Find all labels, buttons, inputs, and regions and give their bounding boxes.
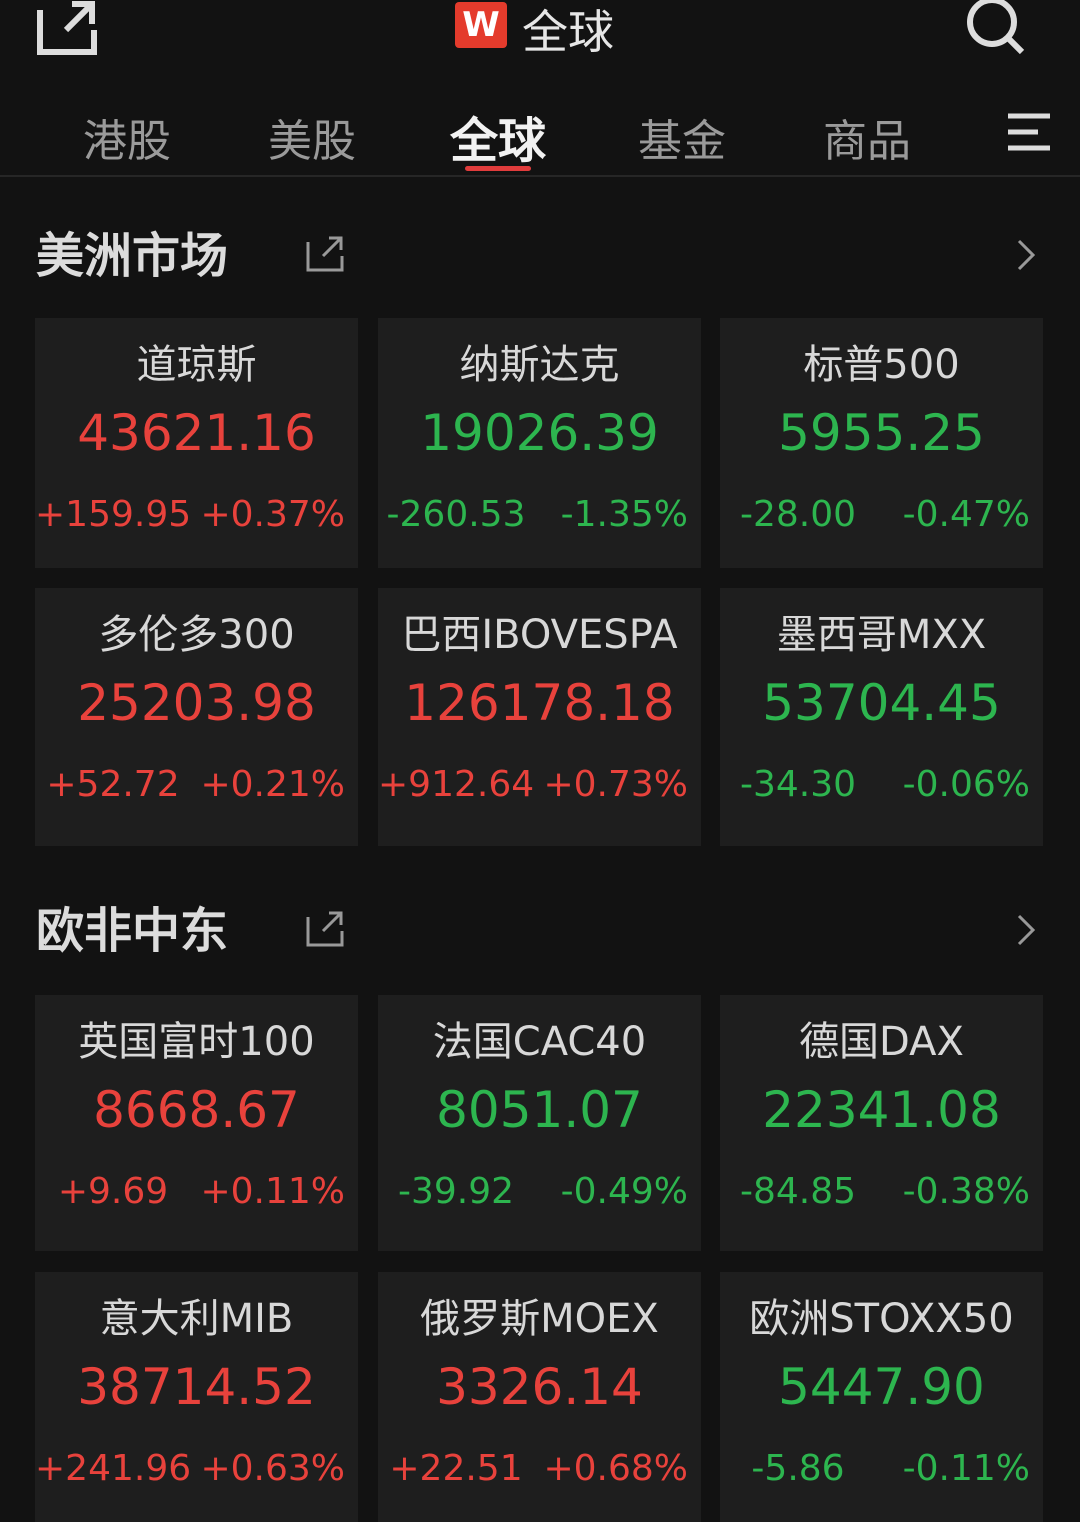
index-percent: +0.37% [200,494,345,535]
index-name: 多伦多300 [98,612,295,658]
active-indicator [465,166,531,171]
index-price: 25203.98 [77,674,316,732]
index-card[interactable]: 巴西IBOVESPA 126178.18 +912.64 +0.73% [378,588,701,846]
index-card[interactable]: 英国富时100 8668.67 +9.69 +0.11% [35,995,358,1251]
more-arrow[interactable] [1014,913,1038,947]
index-card[interactable]: 德国DAX 22341.08 -84.85 -0.38% [720,995,1043,1251]
index-name: 意大利MIB [99,1296,294,1342]
index-price: 126178.18 [404,674,675,732]
index-name: 英国富时100 [78,1019,315,1065]
index-change: -34.30 [739,764,857,805]
menu-button[interactable] [1006,112,1052,154]
index-change: +9.69 [57,1171,169,1212]
index-change: -5.86 [751,1448,845,1489]
index-percent: -0.38% [902,1171,1030,1212]
index-percent: -0.11% [902,1448,1030,1489]
index-name: 墨西哥MXX [776,612,987,658]
index-price: 22341.08 [762,1081,1001,1139]
section-title: 欧非中东 [36,903,229,959]
index-card[interactable]: 标普500 5955.25 -28.00 -0.47% [720,318,1043,568]
index-card[interactable]: 俄罗斯MOEX 3326.14 +22.51 +0.68% [378,1272,701,1522]
index-price: 38714.52 [77,1358,316,1416]
share-icon[interactable] [305,234,345,274]
index-name: 欧洲STOXX50 [749,1296,1014,1342]
index-name: 纳斯达克 [459,342,620,388]
share-button[interactable] [36,0,98,56]
index-card[interactable]: 法国CAC40 8051.07 -39.92 -0.49% [378,995,701,1251]
index-price: 53704.45 [762,674,1001,732]
index-card[interactable]: 欧洲STOXX50 5447.90 -5.86 -0.11% [720,1272,1043,1522]
index-card[interactable]: 墨西哥MXX 53704.45 -34.30 -0.06% [720,588,1043,846]
index-change: -39.92 [397,1171,515,1212]
page-title: 全球 [522,5,614,59]
index-name: 道琼斯 [136,342,257,388]
index-card[interactable]: 多伦多300 25203.98 +52.72 +0.21% [35,588,358,846]
tab[interactable]: 商品 [823,116,911,167]
index-percent: +0.11% [200,1171,345,1212]
divider [0,175,1080,177]
share-icon[interactable] [305,909,345,949]
index-name: 法国CAC40 [432,1019,647,1065]
index-price: 8668.67 [93,1081,300,1139]
index-change: +52.72 [46,764,180,805]
tab[interactable]: 基金 [638,116,726,167]
index-price: 3326.14 [436,1358,643,1416]
index-price: 5955.25 [778,404,985,462]
index-percent: +0.21% [200,764,345,805]
index-percent: +0.73% [543,764,688,805]
index-percent: +0.63% [200,1448,345,1489]
index-percent: -0.47% [902,494,1030,535]
index-change: -28.00 [739,494,857,535]
search-button[interactable] [964,0,1028,56]
index-name: 标普500 [803,342,960,388]
index-change: +912.64 [378,764,535,805]
index-price: 43621.16 [77,404,316,462]
index-percent: -1.35% [560,494,688,535]
index-change: +241.96 [35,1448,192,1489]
app-logo: W [455,2,507,48]
index-percent: -0.49% [560,1171,688,1212]
index-change: +159.95 [35,494,192,535]
index-name: 巴西IBOVESPA [401,612,678,658]
index-change: +22.51 [389,1448,523,1489]
index-percent: +0.68% [543,1448,688,1489]
more-arrow[interactable] [1014,238,1038,272]
index-price: 8051.07 [436,1081,643,1139]
index-percent: -0.06% [902,764,1030,805]
index-card[interactable]: 纳斯达克 19026.39 -260.53 -1.35% [378,318,701,568]
tab[interactable]: 美股 [268,116,356,167]
index-name: 德国DAX [799,1019,964,1065]
index-card[interactable]: 意大利MIB 38714.52 +241.96 +0.63% [35,1272,358,1522]
index-price: 5447.90 [778,1358,985,1416]
index-change: -84.85 [739,1171,857,1212]
index-price: 19026.39 [420,404,659,462]
tab[interactable]: 全球 [449,113,546,169]
index-card[interactable]: 道琼斯 43621.16 +159.95 +0.37% [35,318,358,568]
section-title: 美洲市场 [36,228,229,284]
index-change: -260.53 [386,494,526,535]
tab[interactable]: 港股 [83,116,171,167]
index-name: 俄罗斯MOEX [420,1296,659,1342]
